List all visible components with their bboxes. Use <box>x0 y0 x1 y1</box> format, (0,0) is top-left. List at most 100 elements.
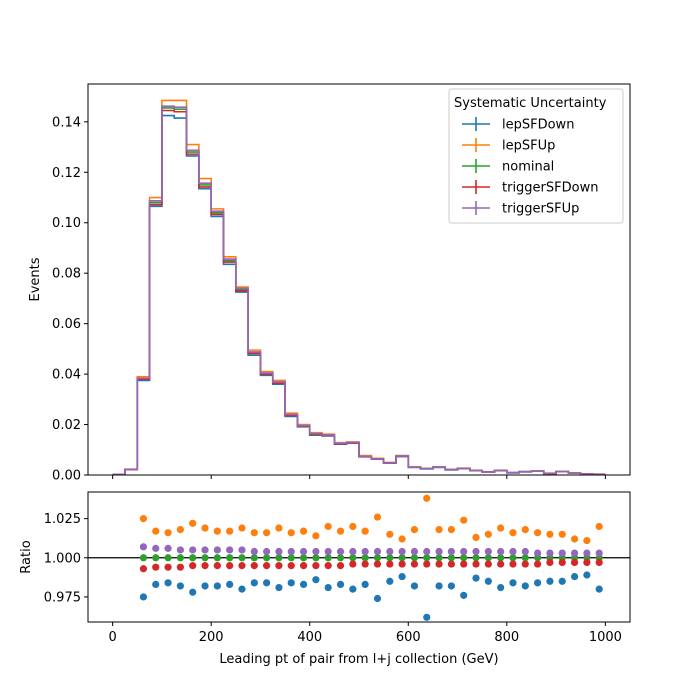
ratio-point <box>460 554 468 562</box>
legend-title: Systematic Uncertainty <box>454 96 607 111</box>
histogram-y-tick-label: 0.08 <box>52 267 81 282</box>
ratio-point <box>583 549 591 557</box>
legend-entry-nominal: nominal <box>462 159 554 175</box>
ratio-point <box>460 560 468 568</box>
ratio-point <box>423 547 431 556</box>
histogram-y-tick-label: 0.06 <box>52 317 81 332</box>
histogram-line-triggerSFUp <box>112 105 606 476</box>
ratio-point <box>213 554 221 562</box>
ratio-point <box>263 547 271 556</box>
ratio-point <box>534 549 542 557</box>
legend: Systematic Uncertainty lepSFDown lepSFUp n… <box>448 88 624 224</box>
ratio-point <box>189 546 197 554</box>
ratio-point <box>349 522 357 531</box>
ratio-point <box>484 530 492 538</box>
ratio-point <box>336 527 345 535</box>
ratio-point <box>176 554 184 562</box>
histogram-series-group <box>112 99 606 476</box>
ratio-point <box>521 554 529 562</box>
ratio-point <box>336 554 345 562</box>
ratio-point <box>361 554 369 562</box>
ratio-point <box>201 554 209 562</box>
ratio-point <box>139 565 148 573</box>
ratio-point <box>497 547 505 556</box>
ratio-point <box>152 554 160 562</box>
ratio-point <box>312 532 320 540</box>
histogram-y-tick-label: 0.02 <box>52 418 81 433</box>
ratio-point <box>238 554 246 562</box>
ratio-point <box>595 585 603 593</box>
ratio-point <box>263 562 271 570</box>
ratio-y-axis-label: Ratio <box>19 540 34 573</box>
ratio-point <box>139 515 148 523</box>
ratio-point <box>176 563 184 571</box>
ratio-point <box>546 558 554 567</box>
histogram-y-tick-label: 0.14 <box>52 115 81 130</box>
ratio-point <box>263 554 271 562</box>
histogram-y-tick-label: 0.00 <box>52 469 81 484</box>
histogram-frame <box>87 83 631 476</box>
x-tick-label: 800 <box>494 630 519 645</box>
ratio-point <box>226 562 234 570</box>
ratio-point <box>324 547 332 556</box>
ratio-point <box>435 554 443 562</box>
ratio-point <box>509 554 517 562</box>
ratio-point <box>521 525 529 534</box>
ratio-point <box>361 527 369 535</box>
ratio-point <box>447 554 455 562</box>
ratio-point <box>398 547 406 556</box>
ratio-point <box>386 547 394 556</box>
ratio-point <box>336 547 345 556</box>
ratio-y-tick-label: 1.000 <box>44 551 81 566</box>
ratio-point <box>484 547 492 556</box>
ratio-point <box>324 562 332 570</box>
x-tick-label: 200 <box>199 630 224 645</box>
ratio-point <box>410 582 419 590</box>
ratio-point <box>176 582 184 590</box>
ratio-point <box>509 560 517 568</box>
legend-label: nominal <box>502 160 554 175</box>
ratio-series-triggerSFDown <box>139 558 603 573</box>
ratio-series-lepSFDown <box>139 571 603 621</box>
legend-label: lepSFUp <box>502 139 555 154</box>
legend-box <box>448 88 624 224</box>
ratio-point <box>201 562 209 570</box>
legend-label: triggerSFDown <box>502 181 598 196</box>
ratio-point <box>447 560 455 568</box>
ratio-point <box>509 579 517 587</box>
ratio-point <box>472 574 480 582</box>
ratio-point <box>386 530 394 538</box>
ratio-point <box>583 558 591 567</box>
ratio-point <box>226 527 234 535</box>
histogram-y-tick-label: 0.10 <box>52 216 81 231</box>
ratio-point <box>189 588 197 596</box>
ratio-point <box>287 547 295 556</box>
ratio-point <box>373 554 382 562</box>
ratio-point <box>164 563 172 571</box>
ratio-point <box>521 582 529 590</box>
ratio-point <box>435 560 443 568</box>
ratio-point <box>484 554 492 562</box>
legend-entry-triggerSFDown: triggerSFDown <box>462 180 598 196</box>
legend-label: lepSFDown <box>502 118 574 133</box>
ratio-point <box>152 580 160 589</box>
ratio-point <box>324 554 332 562</box>
ratio-point <box>152 527 160 535</box>
ratio-point <box>336 580 345 589</box>
histogram-panel: 0.00 0.02 0.04 0.06 0.08 0.10 0.12 0.14 Events <box>28 83 631 484</box>
ratio-point <box>386 577 394 585</box>
ratio-point <box>521 560 529 568</box>
ratio-point <box>497 524 505 532</box>
ratio-point <box>238 524 246 532</box>
ratio-point <box>423 554 431 562</box>
ratio-point <box>201 546 209 554</box>
ratio-point <box>189 519 197 527</box>
ratio-point <box>361 547 369 556</box>
ratio-series-triggerSFUp <box>139 543 603 557</box>
ratio-point <box>534 579 542 587</box>
ratio-point <box>312 547 320 556</box>
ratio-point <box>349 554 357 562</box>
ratio-point <box>570 572 579 581</box>
ratio-point <box>546 549 554 557</box>
